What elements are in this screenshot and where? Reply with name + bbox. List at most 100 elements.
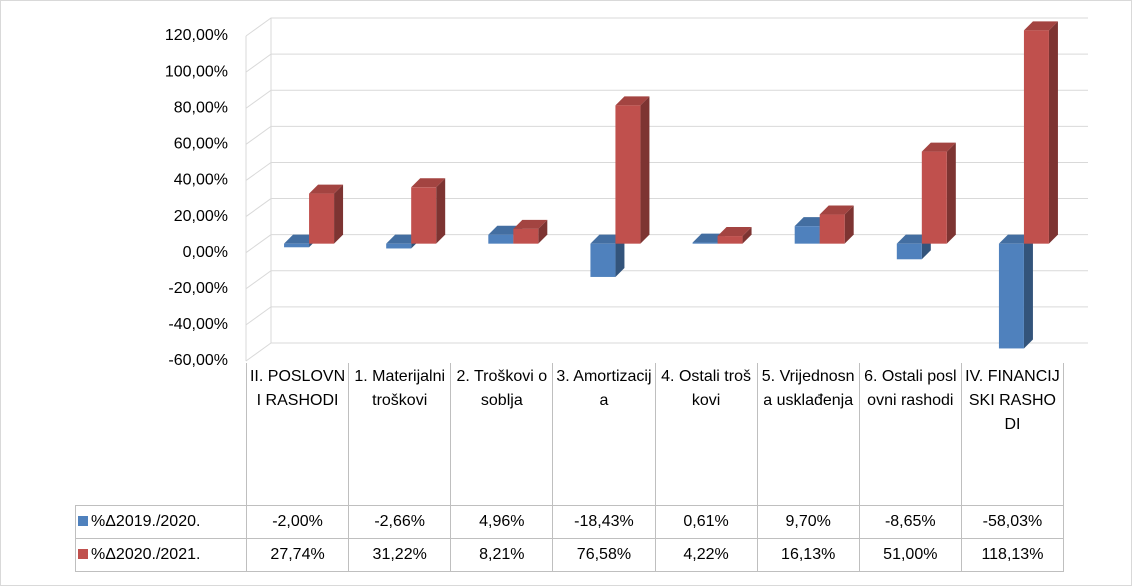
data-label: -8,65%	[858, 505, 962, 539]
bar-face	[488, 234, 514, 244]
bar-face	[436, 178, 446, 244]
bar-face	[538, 219, 548, 244]
legend-key	[78, 549, 88, 559]
bar-face	[590, 243, 616, 277]
grid-line	[245, 270, 1088, 290]
grid-line	[245, 306, 1088, 326]
bar-face	[717, 227, 752, 237]
bar	[411, 178, 446, 244]
data-label: 9,70%	[756, 505, 860, 539]
grid-line	[245, 342, 1088, 362]
data-label: 27,74%	[245, 538, 350, 572]
y-tick-label: -60,00%	[168, 352, 228, 369]
corner	[76, 363, 247, 506]
bar-face	[309, 193, 335, 244]
bar-face	[386, 243, 412, 249]
y-tick-label: 40,00%	[174, 172, 228, 189]
bar-face	[615, 105, 641, 244]
y-tick-label: 60,00%	[174, 136, 228, 153]
bar	[1023, 21, 1058, 244]
grid-line	[245, 89, 1088, 109]
bar-face	[794, 226, 820, 244]
bar-face	[896, 243, 922, 260]
bar-face	[513, 219, 548, 229]
bar	[998, 234, 1033, 349]
bar-face	[998, 243, 1024, 349]
data-label: -58,03%	[960, 505, 1065, 539]
grid-line	[245, 53, 1088, 73]
bar-face	[819, 205, 854, 215]
data-label: 51,00%	[858, 538, 962, 572]
bar	[819, 205, 854, 244]
bar-face	[1048, 21, 1058, 244]
bar-face	[615, 96, 650, 106]
bar-face	[334, 184, 344, 244]
legend-entry: %Δ2019./2020.	[75, 505, 247, 539]
y-tick-label: 0,00%	[183, 244, 228, 261]
bar-face	[844, 205, 854, 244]
series-row: %Δ2020./2021. 27,74% 31,22% 8,21% 76,58% 4,22…	[75, 538, 1065, 572]
category-row: II. POSLOVNI RASHODI 1. Materijalni trošk…	[76, 363, 1065, 506]
data-label: -2,66%	[348, 505, 452, 539]
bar	[615, 96, 650, 244]
x-tick-label: 6. Ostali poslovni rashodi	[858, 363, 962, 506]
bar	[921, 142, 956, 244]
series-row: %Δ2019./2020. -2,00% -2,66% 4,96% -18,43% 0,6…	[75, 505, 1065, 539]
x-tick-label: 3. Amortizacija	[552, 363, 656, 506]
x-tick-label: 1. Materijalni troškovi	[348, 363, 452, 506]
bar-face	[411, 178, 446, 188]
y-tick-label: 80,00%	[174, 99, 228, 116]
bar-face	[309, 184, 344, 194]
y-tick-label: 20,00%	[174, 208, 228, 225]
x-tick-label: 4. Ostali troškovi	[654, 363, 758, 506]
x-tick-label: II. POSLOVNI RASHODI	[245, 363, 350, 506]
grid-line	[245, 17, 1088, 37]
data-label: 0,61%	[654, 505, 758, 539]
y-tick-label: -40,00%	[168, 316, 228, 333]
bar	[309, 184, 344, 244]
x-tick-label: IV. FINANCIJSKI RASHODI	[960, 363, 1065, 506]
y-tick-label: -20,00%	[168, 280, 228, 297]
bar-face	[284, 243, 310, 248]
grid-line	[245, 125, 1088, 145]
bar-face	[819, 214, 845, 244]
data-table: II. POSLOVNI RASHODI 1. Materijalni trošk…	[75, 363, 1065, 572]
data-label: 8,21%	[450, 538, 554, 572]
bar-face	[513, 228, 539, 244]
x-tick-label: 5. Vrijednosna usklađenja	[756, 363, 860, 506]
data-label: 16,13%	[756, 538, 860, 572]
data-label: 118,13%	[960, 538, 1065, 572]
bar-face	[1023, 30, 1049, 244]
bar-face	[921, 151, 947, 244]
grid-line	[245, 198, 1088, 217]
grid-line	[245, 234, 1088, 254]
data-label: 4,22%	[654, 538, 758, 572]
data-label: 31,22%	[348, 538, 452, 572]
data-label: -2,00%	[245, 505, 350, 539]
bar-face	[640, 96, 650, 244]
bar-face	[946, 142, 956, 244]
y-tick-label: 120,00%	[165, 27, 228, 44]
bar-face	[717, 236, 743, 244]
legend-label: %Δ2020./2021.	[91, 546, 201, 563]
bar-face	[1023, 21, 1058, 31]
bar-face	[1023, 234, 1033, 349]
bar-face	[921, 142, 956, 152]
x-tick-label: 2. Troškovi osoblja	[450, 363, 554, 506]
grid-line	[245, 161, 1088, 181]
legend-label: %Δ2019./2020.	[91, 513, 201, 530]
bar	[717, 227, 752, 244]
legend-entry: %Δ2020./2021.	[75, 538, 247, 572]
data-label: -18,43%	[552, 505, 656, 539]
bar-face	[411, 187, 437, 244]
bar	[513, 219, 548, 244]
y-tick-label: 100,00%	[165, 63, 228, 80]
data-label: 76,58%	[552, 538, 656, 572]
data-label: 4,96%	[450, 505, 554, 539]
bar-face	[615, 234, 625, 277]
bar-face	[692, 242, 718, 244]
legend-key	[78, 516, 88, 526]
bar-face	[742, 227, 752, 244]
